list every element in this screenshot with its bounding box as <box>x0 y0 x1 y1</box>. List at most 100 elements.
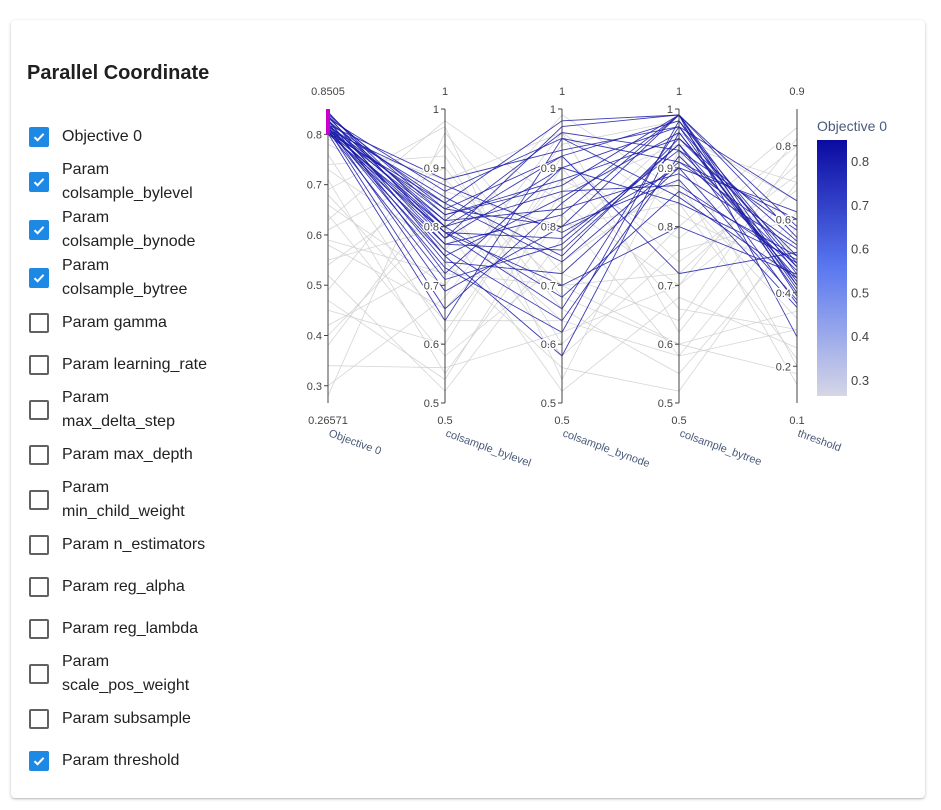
param-option-reg_alpha[interactable]: Param reg_alpha <box>27 566 257 608</box>
param-label-gamma: Param gamma <box>62 311 167 335</box>
checkbox-max_delta_step[interactable] <box>29 400 49 420</box>
axis-max-label: 0.8505 <box>311 86 345 98</box>
param-option-reg_lambda[interactable]: Param reg_lambda <box>27 608 257 650</box>
param-label-line: Param max_depth <box>62 446 193 463</box>
param-label-line: Param learning_rate <box>62 356 207 373</box>
axis-tick-label: 0.6 <box>307 230 322 242</box>
param-option-gamma[interactable]: Param gamma <box>27 302 257 344</box>
axis-min-label: 0.5 <box>554 415 569 427</box>
checkbox-reg_lambda[interactable] <box>29 619 49 639</box>
param-option-n_estimators[interactable]: Param n_estimators <box>27 524 257 566</box>
param-label-line: Objective 0 <box>62 128 143 145</box>
check-icon <box>33 133 45 142</box>
param-label-line: Param <box>62 389 110 406</box>
checkbox-learning_rate[interactable] <box>29 355 49 375</box>
param-option-max_delta_step[interactable]: Param max_delta_step <box>27 386 257 434</box>
axis-max-label: 1 <box>676 86 682 98</box>
param-option-colsample_bynode[interactable]: Param colsample_bynode <box>27 206 257 254</box>
axis-tick-label: 0.2 <box>776 361 791 373</box>
param-option-scale_pos_weight[interactable]: Param scale_pos_weight <box>27 650 257 698</box>
checkbox-min_child_weight[interactable] <box>29 490 49 510</box>
axis-tick-label: 0.7 <box>658 280 673 292</box>
param-label-line: scale_pos_weight <box>62 677 190 694</box>
checkbox-colsample_bynode[interactable] <box>29 220 49 240</box>
colorbar-tick-label: 0.3 <box>851 373 869 388</box>
param-label-line: Param threshold <box>62 752 180 769</box>
axis-tick-label: 0.8 <box>541 222 556 234</box>
param-label-colsample_bylevel: Param colsample_bylevel <box>62 158 193 206</box>
param-label-max_depth: Param max_depth <box>62 443 193 467</box>
param-label-n_estimators: Param n_estimators <box>62 533 205 557</box>
param-option-colsample_bylevel[interactable]: Param colsample_bylevel <box>27 158 257 206</box>
axis-tick-label: 1 <box>550 104 556 116</box>
param-label-line: Param <box>62 257 110 274</box>
param-option-objective_0[interactable]: Objective 0 <box>27 116 257 158</box>
checkbox-gamma[interactable] <box>29 313 49 333</box>
checkbox-colsample_bylevel[interactable] <box>29 172 49 192</box>
param-label-objective_0: Objective 0 <box>62 125 142 149</box>
param-label-line: Param gamma <box>62 314 167 331</box>
param-label-line: Param n_estimators <box>62 536 206 553</box>
axis-tick-label: 0.9 <box>658 163 673 175</box>
param-option-subsample[interactable]: Param subsample <box>27 698 257 740</box>
axis-title: colsample_bytree <box>678 428 763 469</box>
param-label-line: colsample_bylevel <box>62 185 193 202</box>
colorbar-tick-label: 0.6 <box>851 242 869 257</box>
checkbox-max_depth[interactable] <box>29 445 49 465</box>
parallel-coordinate-chart[interactable]: 0.80.70.60.50.40.30.85050.26571Objective… <box>271 60 931 500</box>
param-option-min_child_weight[interactable]: Param min_child_weight <box>27 476 257 524</box>
constraint-bar[interactable] <box>326 109 330 135</box>
param-label-scale_pos_weight: Param scale_pos_weight <box>62 650 189 698</box>
param-label-line: min_child_weight <box>62 503 185 520</box>
param-option-colsample_bytree[interactable]: Param colsample_bytree <box>27 254 257 302</box>
axis-tick-label: 0.3 <box>307 381 322 393</box>
axis-title: colsample_bylevel <box>444 428 533 470</box>
axis-tick-label: 0.8 <box>307 129 322 141</box>
checkbox-colsample_bytree[interactable] <box>29 268 49 288</box>
param-label-reg_lambda: Param reg_lambda <box>62 617 198 641</box>
colorbar-scale <box>817 140 847 396</box>
param-option-learning_rate[interactable]: Param learning_rate <box>27 344 257 386</box>
axis-title: colsample_bynode <box>561 428 651 471</box>
colorbar-tick-label: 0.5 <box>851 285 869 300</box>
axis-tick-label: 0.7 <box>424 280 439 292</box>
param-label-max_delta_step: Param max_delta_step <box>62 386 175 434</box>
axis-max-label: 1 <box>442 86 448 98</box>
check-icon <box>33 757 45 766</box>
param-option-max_depth[interactable]: Param max_depth <box>27 434 257 476</box>
param-label-line: Param subsample <box>62 710 191 727</box>
colorbar: Objective 0 0.8 0.7 0.6 0.5 0.4 0.3 <box>817 118 887 396</box>
param-label-colsample_bynode: Param colsample_bynode <box>62 206 195 254</box>
axis-tick-label: 0.4 <box>776 288 791 300</box>
checkbox-subsample[interactable] <box>29 709 49 729</box>
axis-min-label: 0.5 <box>671 415 686 427</box>
axis-max-label: 1 <box>559 86 565 98</box>
checkbox-threshold[interactable] <box>29 751 49 771</box>
axis-tick-label: 0.9 <box>424 163 439 175</box>
axis-min-label: 0.26571 <box>308 415 348 427</box>
axis-tick-label: 0.8 <box>658 222 673 234</box>
param-label-line: Param reg_lambda <box>62 620 199 637</box>
param-option-threshold[interactable]: Param threshold <box>27 740 257 782</box>
param-label-colsample_bytree: Param colsample_bytree <box>62 254 187 302</box>
check-icon <box>33 226 45 235</box>
param-label-subsample: Param subsample <box>62 707 191 731</box>
check-icon <box>33 178 45 187</box>
axis-max-label: 0.9 <box>789 86 804 98</box>
axis-tick-label: 1 <box>667 104 673 116</box>
checkbox-scale_pos_weight[interactable] <box>29 664 49 684</box>
checkbox-reg_alpha[interactable] <box>29 577 49 597</box>
check-icon <box>33 274 45 283</box>
axis-tick-label: 0.5 <box>541 398 556 410</box>
colorbar-tick-label: 0.4 <box>851 329 869 344</box>
axis-tick-label: 0.6 <box>658 339 673 351</box>
axis-tick-label: 0.5 <box>658 398 673 410</box>
param-checkbox-list: Objective 0 Param colsample_bylevel Param co… <box>27 116 257 782</box>
param-label-min_child_weight: Param min_child_weight <box>62 476 185 524</box>
axis-min-label: 0.1 <box>789 415 804 427</box>
checkbox-n_estimators[interactable] <box>29 535 49 555</box>
checkbox-objective_0[interactable] <box>29 127 49 147</box>
param-label-line: colsample_bytree <box>62 281 188 298</box>
axis-tick-label: 0.8 <box>424 222 439 234</box>
axis-tick-label: 0.5 <box>307 280 322 292</box>
